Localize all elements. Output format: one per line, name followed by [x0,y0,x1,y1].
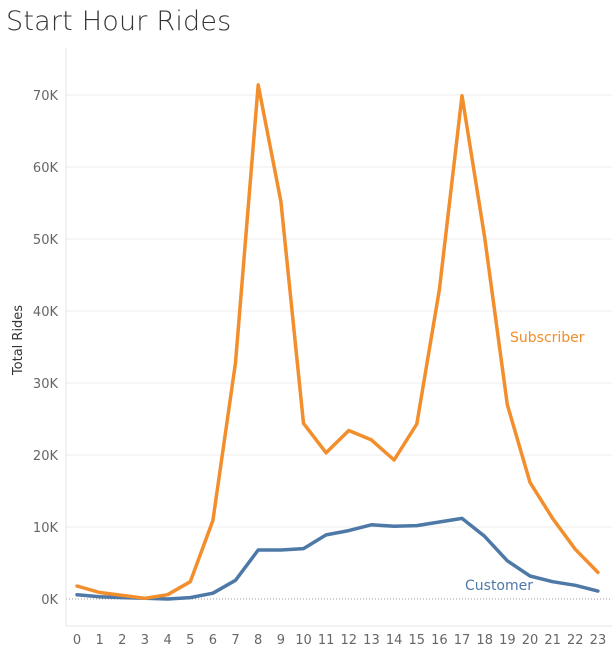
x-tick-label: 11 [318,633,335,648]
x-tick-label: 20 [522,633,539,648]
gridlines [66,94,612,627]
y-tick-label: 10K [33,521,59,536]
x-tick-label: 10 [295,633,312,648]
x-tick-label: 19 [499,633,516,648]
x-tick-label: 0 [73,633,81,648]
y-tick-label: 40K [33,305,59,320]
x-tick-label: 7 [231,633,239,648]
x-tick-label: 15 [408,633,425,648]
x-tick-label: 14 [386,633,403,648]
subscriber-series-label: Subscriber [510,330,585,346]
y-tick-label: 20K [33,449,59,464]
y-axis-label: Total Rides [11,305,26,376]
x-tick-label: 21 [544,633,561,648]
x-tick-label: 5 [186,633,194,648]
x-tick-label: 18 [476,633,493,648]
x-tick-label: 4 [163,633,171,648]
y-tick-label: 0K [41,593,58,608]
x-tick-label: 23 [590,633,607,648]
customer-series-label: Customer [465,578,533,594]
x-tick-label: 6 [209,633,217,648]
chart-title: Start Hour Rides [6,6,232,37]
y-tick-label: 60K [33,161,59,176]
customer-series-line [75,516,600,601]
y-tick-label: 50K [33,233,59,248]
x-tick-label: 8 [254,633,262,648]
x-tick-labels: 0 1 2 3 4 5 6 7 8 9 10 11 12 13 14 15 16 17 18 19 20 21 22 23 [73,633,606,648]
subscriber-series-line [75,83,600,601]
y-tick-label: 70K [33,89,59,104]
y-tick-labels: 0K 10K 20K 30K 40K 50K 60K 70K [33,89,59,608]
x-tick-label: 16 [431,633,448,648]
y-tick-label: 30K [33,377,59,392]
x-tick-label: 2 [118,633,126,648]
x-tick-label: 9 [277,633,285,648]
x-tick-label: 12 [341,633,358,648]
series-lines [75,83,600,601]
x-tick-label: 3 [141,633,149,648]
x-tick-label: 13 [363,633,380,648]
x-tick-label: 17 [454,633,471,648]
x-tick-label: 1 [96,633,104,648]
x-tick-label: 22 [567,633,584,648]
